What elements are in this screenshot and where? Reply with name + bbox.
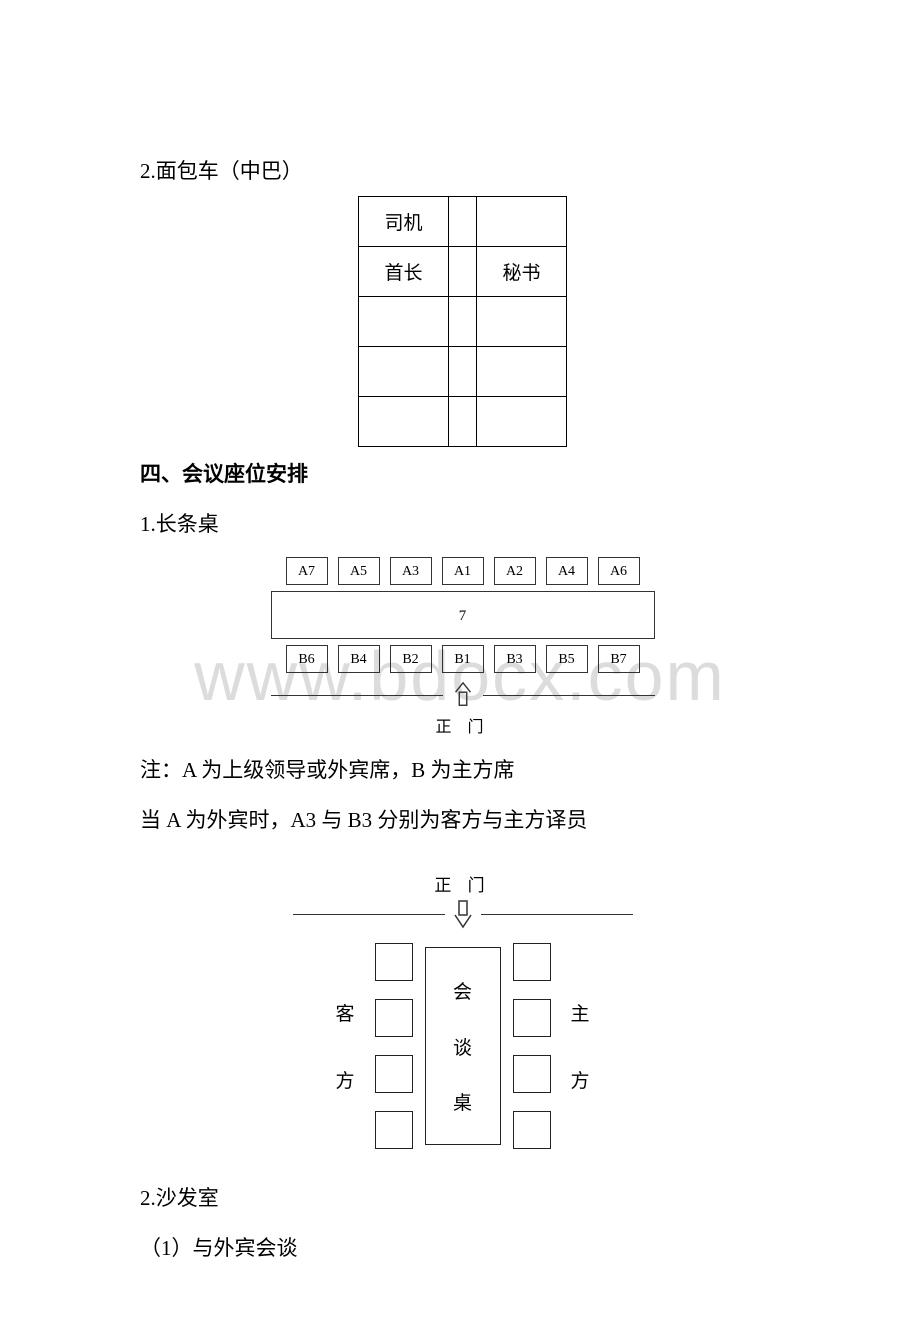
note-2: 当 A 为外宾时，A3 与 B3 分别为客方与主方译员 xyxy=(140,799,785,841)
minibus-aisle xyxy=(449,247,477,297)
minibus-cell xyxy=(477,347,567,397)
seat-a4: A4 xyxy=(546,557,588,585)
seat-b1: B1 xyxy=(442,645,484,673)
seat-a2: A2 xyxy=(494,557,536,585)
guest-side-label: 客 方 xyxy=(335,999,354,1093)
minibus-cell xyxy=(359,347,449,397)
sofa-heading: 2.沙发室 xyxy=(140,1177,785,1219)
label-char: 方 xyxy=(571,1066,590,1093)
guest-seat xyxy=(375,1111,413,1149)
host-seat xyxy=(513,1055,551,1093)
table-row xyxy=(359,347,567,397)
center-meeting-table: 会 谈 桌 xyxy=(425,947,501,1145)
minibus-aisle xyxy=(449,347,477,397)
host-seats xyxy=(513,943,551,1149)
minibus-aisle xyxy=(449,197,477,247)
guest-seat xyxy=(375,943,413,981)
arrow-up-icon xyxy=(449,681,477,709)
minibus-cell xyxy=(477,297,567,347)
note-1: 注：A 为上级领导或外宾席，B 为主方席 xyxy=(140,749,785,791)
arrow-down-icon xyxy=(451,899,475,929)
label-char: 主 xyxy=(571,999,590,1026)
minibus-cell xyxy=(359,397,449,447)
minibus-cell xyxy=(477,397,567,447)
line-right xyxy=(483,695,655,696)
meeting-table-diagram: 正 门 客 方 会 谈 桌 xyxy=(140,871,785,1149)
table-row xyxy=(359,397,567,447)
seat-b7: B7 xyxy=(598,645,640,673)
seat-b6: B6 xyxy=(286,645,328,673)
center-char: 会 xyxy=(453,977,472,1004)
seat-b5: B5 xyxy=(546,645,588,673)
seat-b2: B2 xyxy=(390,645,432,673)
center-char: 桌 xyxy=(453,1088,472,1115)
table-row: 首长 秘书 xyxy=(359,247,567,297)
seat-a3: A3 xyxy=(390,557,432,585)
top-seats-row: A7 A5 A3 A1 A2 A4 A6 xyxy=(286,557,640,585)
line-right xyxy=(481,914,633,915)
minibus-cell xyxy=(477,197,567,247)
minibus-cell: 司机 xyxy=(359,197,449,247)
door-label-bottom: 正 门 xyxy=(435,713,489,737)
seat-b3: B3 xyxy=(494,645,536,673)
host-seat xyxy=(513,1111,551,1149)
meeting-body: 客 方 会 谈 桌 主 方 xyxy=(327,943,597,1149)
door-top-lines xyxy=(293,899,633,929)
center-char: 谈 xyxy=(453,1033,472,1060)
table-row: 司机 xyxy=(359,197,567,247)
section4-heading: 四、会议座位安排 xyxy=(140,453,785,495)
table-row xyxy=(359,297,567,347)
long-table-diagram: A7 A5 A3 A1 A2 A4 A6 7 B6 B4 B2 B1 B3 B5… xyxy=(140,557,785,737)
line-left xyxy=(293,914,445,915)
seat-b4: B4 xyxy=(338,645,380,673)
guest-seats xyxy=(375,943,413,1149)
line-left xyxy=(271,695,443,696)
host-seat xyxy=(513,943,551,981)
host-seat xyxy=(513,999,551,1037)
door-label-top: 正 门 xyxy=(434,871,490,896)
minibus-table: 司机 首长 秘书 xyxy=(358,196,567,447)
seat-a7: A7 xyxy=(286,557,328,585)
minibus-aisle xyxy=(449,297,477,347)
guest-seat xyxy=(375,999,413,1037)
seat-a5: A5 xyxy=(338,557,380,585)
minibus-cell: 秘书 xyxy=(477,247,567,297)
longtable-heading: 1.长条桌 xyxy=(140,503,785,545)
bottom-seats-row: B6 B4 B2 B1 B3 B5 B7 xyxy=(286,645,640,673)
minibus-aisle xyxy=(449,397,477,447)
seat-a6: A6 xyxy=(598,557,640,585)
guest-seat xyxy=(375,1055,413,1093)
door-line-row xyxy=(271,681,655,709)
label-char: 方 xyxy=(335,1066,354,1093)
seat-a1: A1 xyxy=(442,557,484,585)
center-table-label: 7 xyxy=(271,591,655,639)
minibus-cell: 首长 xyxy=(359,247,449,297)
minibus-heading: 2.面包车（中巴） xyxy=(140,150,785,192)
label-char: 客 xyxy=(335,999,354,1026)
foreign-guest-heading: （1）与外宾会谈 xyxy=(140,1227,785,1269)
minibus-diagram: 司机 首长 秘书 xyxy=(140,196,785,447)
minibus-cell xyxy=(359,297,449,347)
host-side-label: 主 方 xyxy=(571,999,590,1093)
